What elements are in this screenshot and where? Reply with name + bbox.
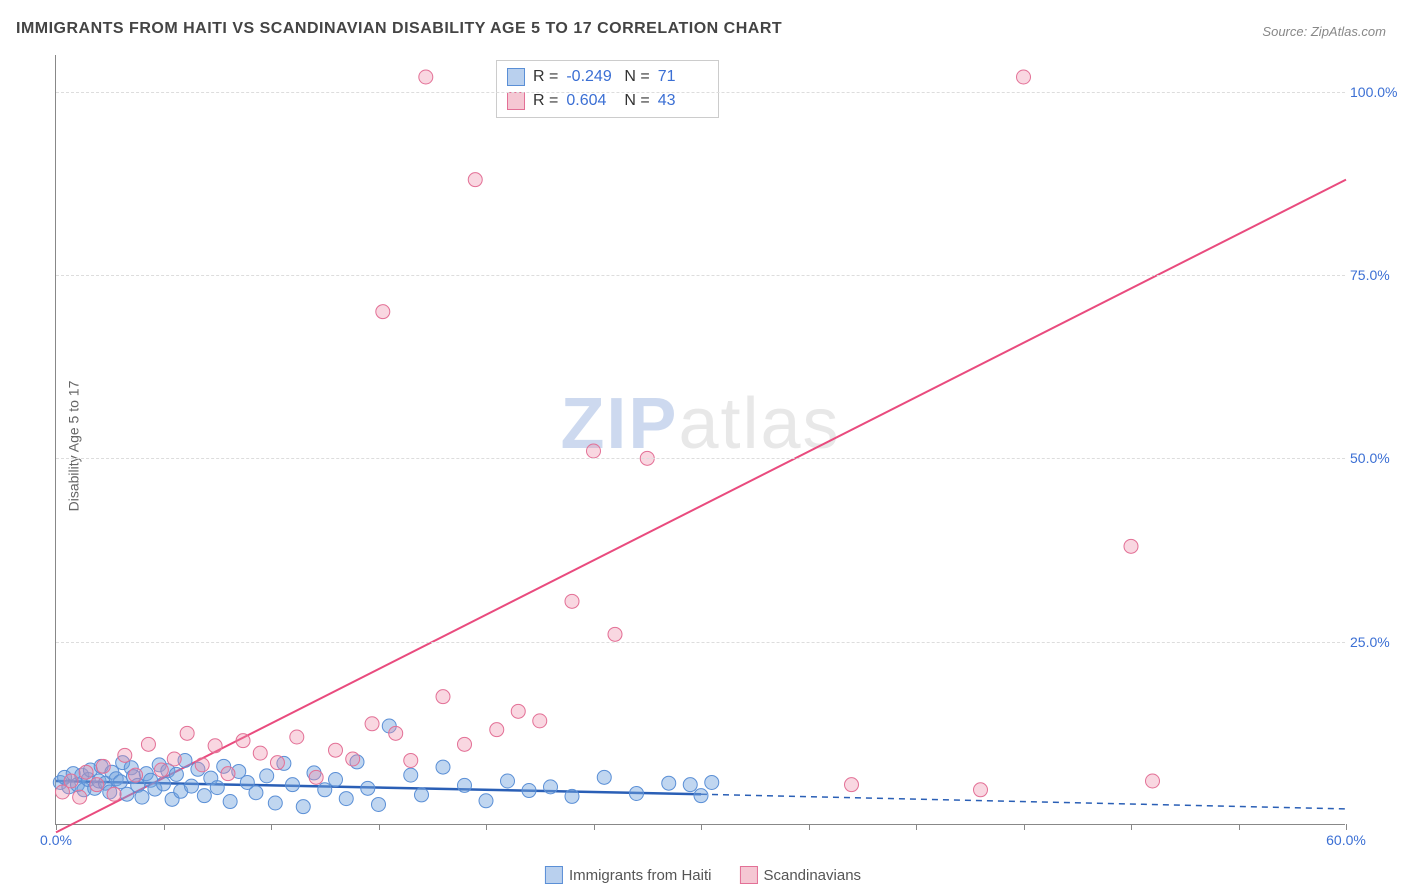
- x-tick: [164, 824, 165, 830]
- chart-title: IMMIGRANTS FROM HAITI VS SCANDINAVIAN DI…: [16, 20, 782, 38]
- x-tick: [916, 824, 917, 830]
- source-name: ZipAtlas.com: [1311, 24, 1386, 39]
- legend-swatch-1: [739, 866, 757, 884]
- x-tick: [701, 824, 702, 830]
- x-tick: [271, 824, 272, 830]
- y-tick-label: 50.0%: [1350, 450, 1400, 466]
- n-value-0: 71: [658, 65, 708, 89]
- x-tick: [486, 824, 487, 830]
- x-tick: [809, 824, 810, 830]
- stats-legend-box: R = -0.249 N = 71 R = 0.604 N = 43: [496, 60, 719, 118]
- legend-label-1: Scandinavians: [763, 867, 861, 884]
- r-label-0: R =: [533, 65, 558, 89]
- x-tick-label: 0.0%: [40, 832, 72, 848]
- x-tick: [1024, 824, 1025, 830]
- r-value-0: -0.249: [566, 65, 616, 89]
- gridline-h: [56, 458, 1345, 459]
- legend-item-0: Immigrants from Haiti: [545, 866, 712, 884]
- x-tick: [1239, 824, 1240, 830]
- gridline-h: [56, 642, 1345, 643]
- y-tick-label: 75.0%: [1350, 267, 1400, 283]
- n-label-0: N =: [624, 65, 649, 89]
- legend-swatch-0: [545, 866, 563, 884]
- y-tick-label: 25.0%: [1350, 634, 1400, 650]
- gridline-h: [56, 275, 1345, 276]
- gridline-h: [56, 92, 1345, 93]
- x-tick: [379, 824, 380, 830]
- legend-item-1: Scandinavians: [739, 866, 861, 884]
- stats-row-0: R = -0.249 N = 71: [507, 65, 708, 89]
- source-attribution: Source: ZipAtlas.com: [1262, 24, 1386, 39]
- x-tick: [1131, 824, 1132, 830]
- x-tick-label: 60.0%: [1326, 832, 1366, 848]
- y-tick-label: 100.0%: [1350, 84, 1400, 100]
- swatch-1: [507, 92, 525, 110]
- swatch-0: [507, 68, 525, 86]
- x-tick: [1346, 824, 1347, 830]
- x-tick: [594, 824, 595, 830]
- source-label: Source:: [1262, 24, 1307, 39]
- bottom-legend: Immigrants from Haiti Scandinavians: [545, 866, 861, 884]
- plot-svg: [56, 55, 1345, 824]
- x-tick: [56, 824, 57, 830]
- legend-label-0: Immigrants from Haiti: [569, 867, 712, 884]
- plot-area: ZIPatlas R = -0.249 N = 71 R = 0.604 N =…: [55, 55, 1345, 825]
